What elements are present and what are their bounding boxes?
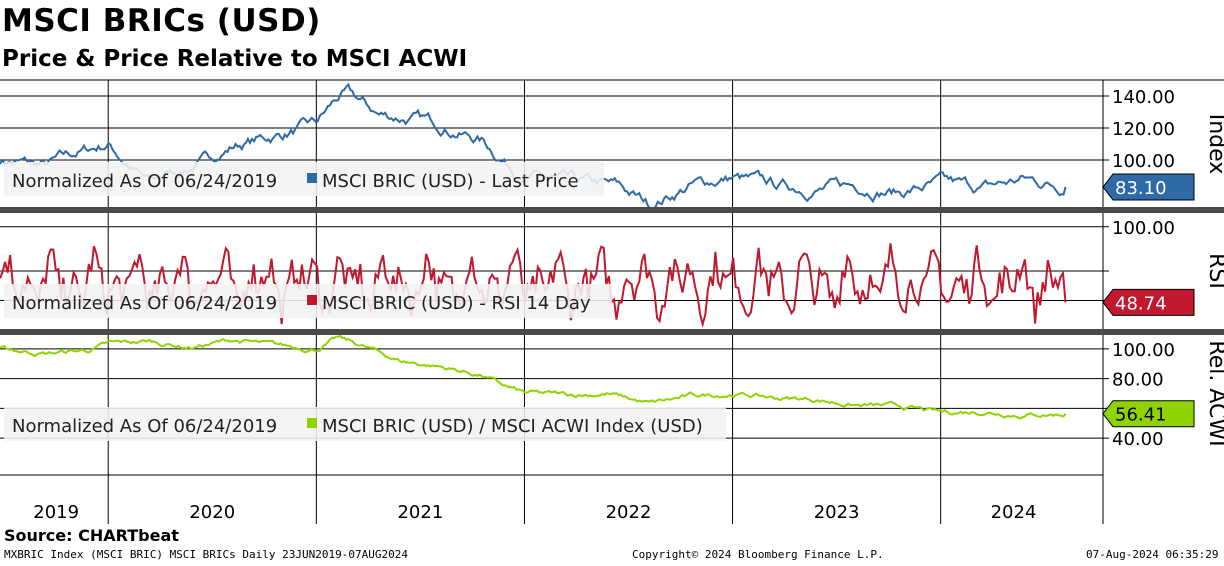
legend-prefix: Normalized As Of 06/24/2019	[12, 416, 277, 437]
y-tick-label: 100.00	[1112, 218, 1175, 239]
legend-swatch	[307, 295, 317, 305]
x-tick-label: 2021	[397, 502, 443, 523]
legend-box	[4, 162, 604, 196]
source-label: Source: CHARTbeat	[4, 526, 179, 545]
axis-title: Index	[1204, 114, 1224, 175]
panel-price: 100.00 120.00 140.00 Normalized As Of 06/24…	[0, 80, 1224, 212]
y-tick-label: 140.00	[1112, 87, 1175, 108]
last-value-tag: 83.10	[1102, 173, 1195, 201]
relative-series-line	[0, 334, 1067, 420]
last-value-tag-label: 83.10	[1115, 178, 1167, 199]
legend-prefix: Normalized As Of 06/24/2019	[12, 171, 277, 192]
last-value-tag-shape	[1102, 173, 1195, 201]
legend-box	[4, 407, 726, 441]
legend-series-name: MSCI BRIC (USD) / MSCI ACWI Index (USD)	[322, 416, 703, 437]
x-tick-label: 2023	[814, 502, 860, 523]
last-value-tag-label: 56.41	[1115, 405, 1167, 426]
y-tick-label: 120.00	[1112, 119, 1175, 140]
last-value-tag-shape	[1102, 400, 1195, 428]
chart-subtitle: Price & Price Relative to MSCI ACWI	[2, 46, 468, 72]
last-value-tag-shape	[1102, 288, 1195, 316]
last-value-tag: 48.74	[1102, 288, 1195, 316]
timestamp: 07-Aug-2024 06:35:29	[1086, 548, 1219, 561]
rsi-series-line	[0, 243, 1067, 328]
x-tick-label: 2020	[189, 502, 235, 523]
panel-separator	[0, 207, 1224, 213]
x-tick-label: 2019	[33, 502, 79, 523]
y-tick-label: 40.00	[1112, 429, 1164, 450]
last-value-tag-label: 48.74	[1115, 293, 1167, 314]
x-tick-label: 2022	[606, 502, 652, 523]
chart-title: MSCI BRICs (USD)	[2, 3, 321, 39]
axis-title: Rel. ACWI	[1204, 340, 1224, 446]
x-tick-label: 2024	[991, 502, 1037, 523]
ticker-info: MXBRIC Index (MSCI BRIC) MSCI BRICs Dail…	[4, 548, 408, 561]
y-tick-label: 100.00	[1112, 340, 1175, 361]
legend-series-name: MSCI BRIC (USD) - Last Price	[322, 171, 579, 192]
panel-rsi: 100.00 Normalized As Of 06/24/2019 MSCI BR…	[0, 212, 1224, 330]
panel-separator	[0, 329, 1224, 335]
axis-title: RSI	[1204, 253, 1224, 289]
y-tick-label: 100.00	[1112, 151, 1175, 172]
last-value-tag: 56.41	[1102, 400, 1195, 428]
legend-swatch	[307, 418, 317, 428]
y-tick-label: 80.00	[1112, 370, 1164, 391]
legend-prefix: Normalized As Of 06/24/2019	[12, 293, 277, 314]
legend-series-name: MSCI BRIC (USD) - RSI 14 Day	[322, 293, 591, 314]
copyright: Copyright© 2024 Bloomberg Finance L.P.	[632, 548, 884, 561]
legend-swatch	[307, 173, 317, 183]
chart-canvas: 100.00 120.00 140.00 Normalized As Of 06/24…	[0, 79, 1224, 524]
